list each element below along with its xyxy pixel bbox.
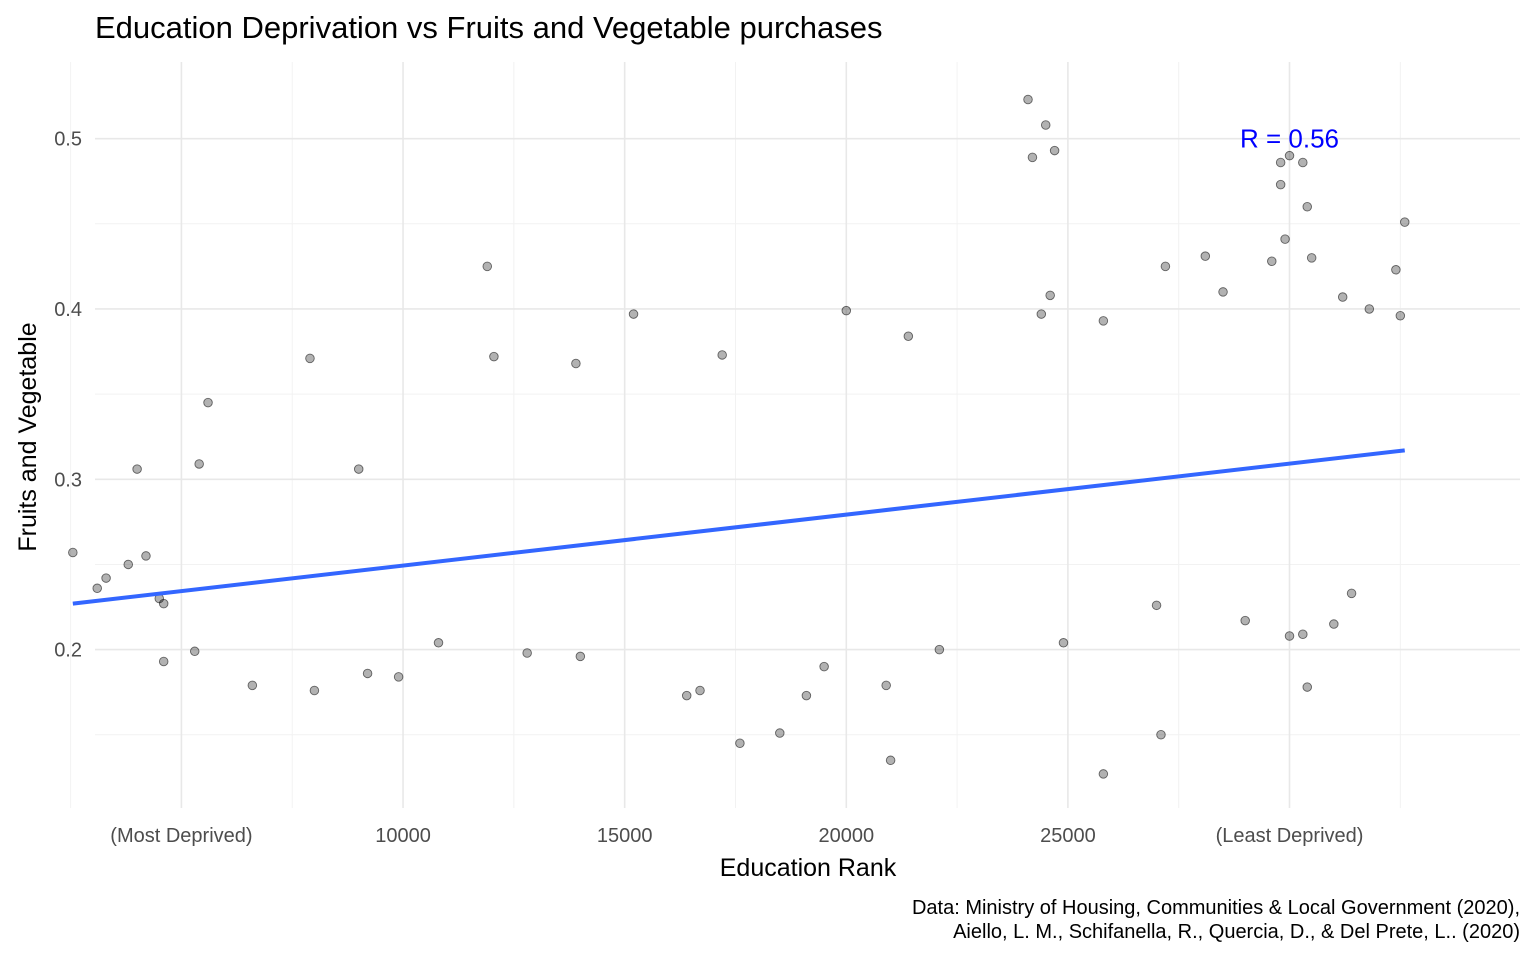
data-point xyxy=(393,672,404,682)
data-point xyxy=(885,755,896,766)
x-tick-label: (Most Deprived) xyxy=(110,825,252,847)
data-points xyxy=(68,94,1410,779)
data-point xyxy=(433,638,444,648)
data-point xyxy=(101,573,111,583)
data-point xyxy=(1156,730,1166,740)
data-point xyxy=(717,350,727,360)
data-point xyxy=(1391,265,1401,275)
trend-line xyxy=(72,448,1405,606)
correlation-annotation: R = 0.56 xyxy=(1240,124,1339,154)
x-tick-label: 15000 xyxy=(597,825,653,847)
data-point xyxy=(1329,619,1339,629)
data-point xyxy=(575,651,586,662)
x-tick-label: 25000 xyxy=(1040,825,1096,847)
data-point xyxy=(1267,256,1277,267)
data-point xyxy=(1284,150,1295,161)
data-point xyxy=(353,464,364,474)
data-point xyxy=(1364,304,1375,314)
data-point xyxy=(1275,179,1286,190)
data-point xyxy=(189,646,200,657)
data-point xyxy=(1027,152,1038,163)
data-point xyxy=(1346,588,1357,599)
data-point xyxy=(681,690,692,701)
caption-line-1: Data: Ministry of Housing, Communities &… xyxy=(911,897,1520,919)
caption-line-2: Aiello, L. M., Schifanella, R., Quercia,… xyxy=(953,921,1520,943)
data-point xyxy=(1023,94,1033,105)
y-tick-label: 0.5 xyxy=(54,129,82,151)
data-point xyxy=(695,685,705,696)
x-tick-label: (Least Deprived) xyxy=(1216,825,1364,847)
data-point xyxy=(1045,290,1055,301)
data-point xyxy=(628,309,639,319)
data-point xyxy=(1036,309,1047,319)
data-point xyxy=(881,680,891,691)
data-point xyxy=(735,738,745,749)
data-point xyxy=(1306,253,1317,263)
data-point xyxy=(68,547,78,558)
data-point xyxy=(1302,682,1312,692)
data-point xyxy=(1302,202,1312,212)
data-point xyxy=(775,728,785,738)
data-point xyxy=(1395,311,1406,321)
data-point xyxy=(1400,217,1410,227)
data-point xyxy=(571,358,581,369)
data-point xyxy=(247,680,258,691)
y-tick-label: 0.3 xyxy=(54,469,82,491)
data-point xyxy=(1049,145,1060,156)
data-point xyxy=(1040,120,1051,130)
data-point xyxy=(1275,157,1286,168)
data-point xyxy=(1160,261,1171,272)
data-point xyxy=(141,551,151,561)
y-axis-label: Fruits and Vegetable xyxy=(14,322,42,551)
data-point xyxy=(1298,629,1308,640)
x-tick-label: 10000 xyxy=(375,825,431,847)
chart-title: Education Deprivation vs Fruits and Vege… xyxy=(95,10,883,45)
data-point xyxy=(203,397,213,408)
y-axis-ticks: 0.2 0.3 0.4 0.5 xyxy=(54,129,82,662)
data-point xyxy=(309,685,320,696)
data-point xyxy=(1284,631,1295,641)
data-point xyxy=(1240,615,1250,626)
data-point xyxy=(1280,234,1290,244)
data-point xyxy=(158,598,169,609)
data-point xyxy=(123,559,133,570)
data-point xyxy=(1200,251,1211,261)
major-gridlines xyxy=(95,62,1520,808)
data-point xyxy=(158,656,169,667)
data-source-caption: Data: Ministry of Housing, Communities &… xyxy=(912,896,1520,944)
data-point xyxy=(522,648,532,658)
data-point xyxy=(489,351,499,362)
data-point xyxy=(1058,638,1069,648)
minor-gridlines xyxy=(70,62,1520,808)
x-axis-label: Education Rank xyxy=(720,854,897,882)
y-tick-label: 0.4 xyxy=(54,299,82,321)
data-point xyxy=(92,583,102,594)
data-point xyxy=(934,644,945,655)
data-point xyxy=(132,464,142,474)
data-point xyxy=(305,353,315,364)
data-point xyxy=(1098,316,1109,326)
data-point xyxy=(801,690,812,701)
data-point xyxy=(1218,287,1228,297)
data-point xyxy=(482,261,493,272)
data-point xyxy=(841,305,852,316)
data-point xyxy=(362,668,373,679)
x-tick-label: 20000 xyxy=(818,825,874,847)
data-point xyxy=(903,331,914,341)
trend-line-group xyxy=(72,448,1405,606)
x-axis-ticks: (Most Deprived) 10000 15000 20000 25000 (Leas… xyxy=(110,825,1363,847)
data-point xyxy=(194,459,204,469)
data-point xyxy=(1337,292,1348,302)
y-tick-label: 0.2 xyxy=(54,640,82,662)
data-point xyxy=(819,661,829,672)
data-point xyxy=(1098,769,1109,779)
data-point xyxy=(1298,157,1308,168)
data-point xyxy=(1151,600,1162,611)
